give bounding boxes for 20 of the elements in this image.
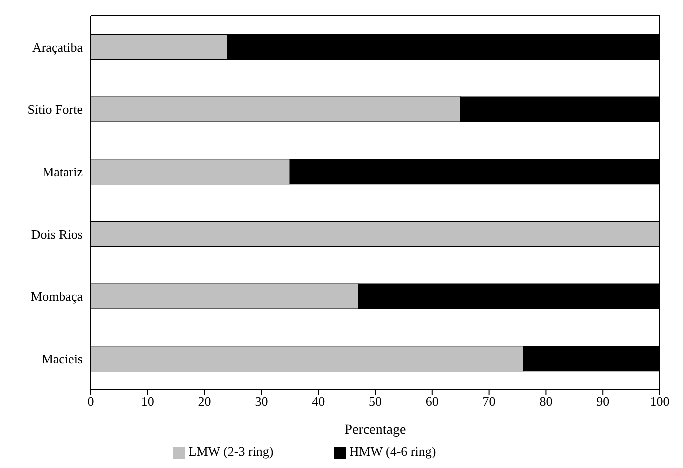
x-tick-label: 100 bbox=[650, 394, 670, 410]
x-tick-label: 60 bbox=[426, 394, 439, 410]
x-tick-label: 40 bbox=[312, 394, 326, 410]
x-tick-label: 80 bbox=[540, 394, 553, 410]
x-tick-label: 0 bbox=[88, 394, 94, 410]
legend-label: LMW (2-3 ring) bbox=[188, 444, 274, 459]
y-tick-label: Mombaça bbox=[31, 289, 84, 304]
x-axis-title: Percentage bbox=[344, 423, 406, 438]
y-tick-label: Macieis bbox=[42, 351, 83, 366]
legend-label: HMW (4-6 ring) bbox=[350, 444, 436, 459]
x-tick-label: 10 bbox=[141, 394, 154, 410]
x-tick-label: 90 bbox=[596, 394, 610, 410]
x-tick-label: 20 bbox=[198, 394, 212, 410]
y-tick-label: Sítio Forte bbox=[28, 102, 84, 118]
x-tick-label: 30 bbox=[255, 394, 268, 410]
x-tick-label: 50 bbox=[369, 394, 382, 410]
y-tick-label: Dois Rios bbox=[31, 226, 83, 242]
y-tick-label: Araçatiba bbox=[32, 40, 84, 55]
y-tick-label: Matariz bbox=[42, 164, 84, 180]
x-tick-label: 70 bbox=[482, 394, 496, 410]
